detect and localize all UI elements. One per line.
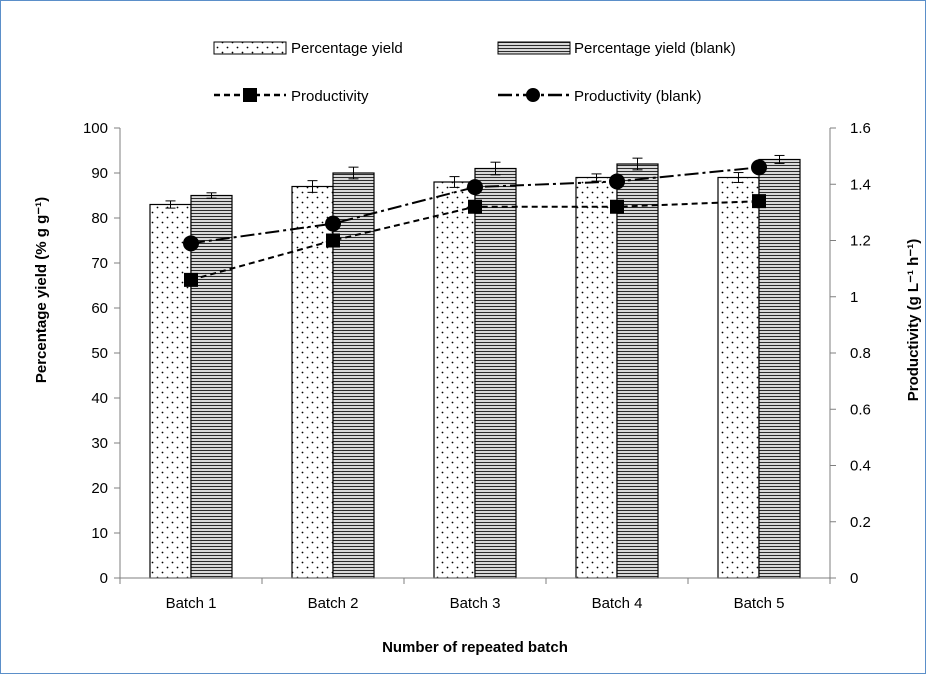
point-circle: [325, 215, 341, 232]
y2-tick-label: 0.4: [850, 458, 871, 475]
y2-tick-label: 0.6: [850, 401, 871, 418]
y2-tick-label: 1.2: [850, 233, 871, 250]
x-tick-label: Batch 5: [734, 595, 785, 612]
bar-horizontal-lines: [758, 158, 801, 579]
series-line: [190, 166, 760, 245]
point-circle: [609, 173, 625, 190]
legend-item-productivity: Productivity: [214, 88, 369, 105]
y-tick-label: 60: [91, 300, 108, 317]
point-square: [326, 233, 340, 248]
y-tick-label: 50: [91, 345, 108, 362]
legend-label: Productivity: [291, 88, 369, 105]
legend: Percentage yield Percentage yield (blank…: [213, 40, 736, 105]
tick-layer: Batch 1 Batch 2 Batch 3 Batch 4 Batch 501020…: [83, 120, 871, 612]
y2-tick-label: 1.6: [850, 120, 871, 137]
legend-item-percentage-yield-blank: Percentage yield (blank): [497, 40, 736, 57]
y2-tick-label: 1: [850, 289, 858, 306]
y-tick-label: 10: [91, 525, 108, 542]
point-square: [610, 199, 624, 214]
legend-item-percentage-yield: Percentage yield: [213, 40, 403, 57]
x-tick-label: Batch 1: [166, 595, 217, 612]
y2-tick-label: 0: [850, 570, 858, 587]
y-tick-label: 30: [91, 435, 108, 452]
y-tick-label: 20: [91, 480, 108, 497]
x-tick-label: Batch 3: [450, 595, 501, 612]
bar-horizontal-lines: [474, 167, 517, 579]
y-axis-title: Percentage yield (% g g⁻¹): [33, 197, 50, 383]
x-tick-label: Batch 2: [308, 595, 359, 612]
bar-dots: [149, 203, 192, 579]
bar-layer: [149, 154, 801, 579]
legend-label: Percentage yield (blank): [574, 40, 736, 57]
bar-horizontal-lines: [190, 194, 233, 579]
point-circle: [183, 235, 199, 252]
y2-tick-label: 1.4: [850, 176, 871, 193]
legend-swatch-lines: [497, 41, 571, 55]
y-tick-label: 70: [91, 255, 108, 272]
line-layer: [183, 159, 767, 287]
y-tick-label: 100: [83, 120, 108, 137]
bar-horizontal-lines: [616, 163, 659, 579]
point-circle: [751, 159, 767, 176]
y-tick-label: 90: [91, 165, 108, 182]
bar-dots: [717, 176, 760, 579]
y-tick-label: 40: [91, 390, 108, 407]
point-square: [752, 194, 766, 209]
legend-marker-circle: [526, 88, 540, 102]
point-circle: [467, 179, 483, 196]
point-square: [184, 272, 198, 287]
point-square: [468, 199, 482, 214]
legend-item-productivity-blank: Productivity (blank): [498, 88, 702, 105]
x-axis-title: Number of repeated batch: [382, 639, 568, 656]
legend-label: Productivity (blank): [574, 88, 702, 105]
y-tick-label: 0: [100, 570, 108, 587]
legend-label: Percentage yield: [291, 40, 403, 57]
legend-marker-square: [243, 88, 257, 102]
y2-axis-title: Productivity (g L⁻¹ h⁻¹): [905, 239, 922, 402]
legend-swatch-dots: [213, 41, 287, 55]
y2-tick-label: 0.8: [850, 345, 871, 362]
y2-tick-label: 0.2: [850, 514, 871, 531]
bar-dots: [575, 176, 618, 579]
x-tick-label: Batch 4: [592, 595, 643, 612]
y-tick-label: 80: [91, 210, 108, 227]
bar-dots: [433, 181, 476, 579]
